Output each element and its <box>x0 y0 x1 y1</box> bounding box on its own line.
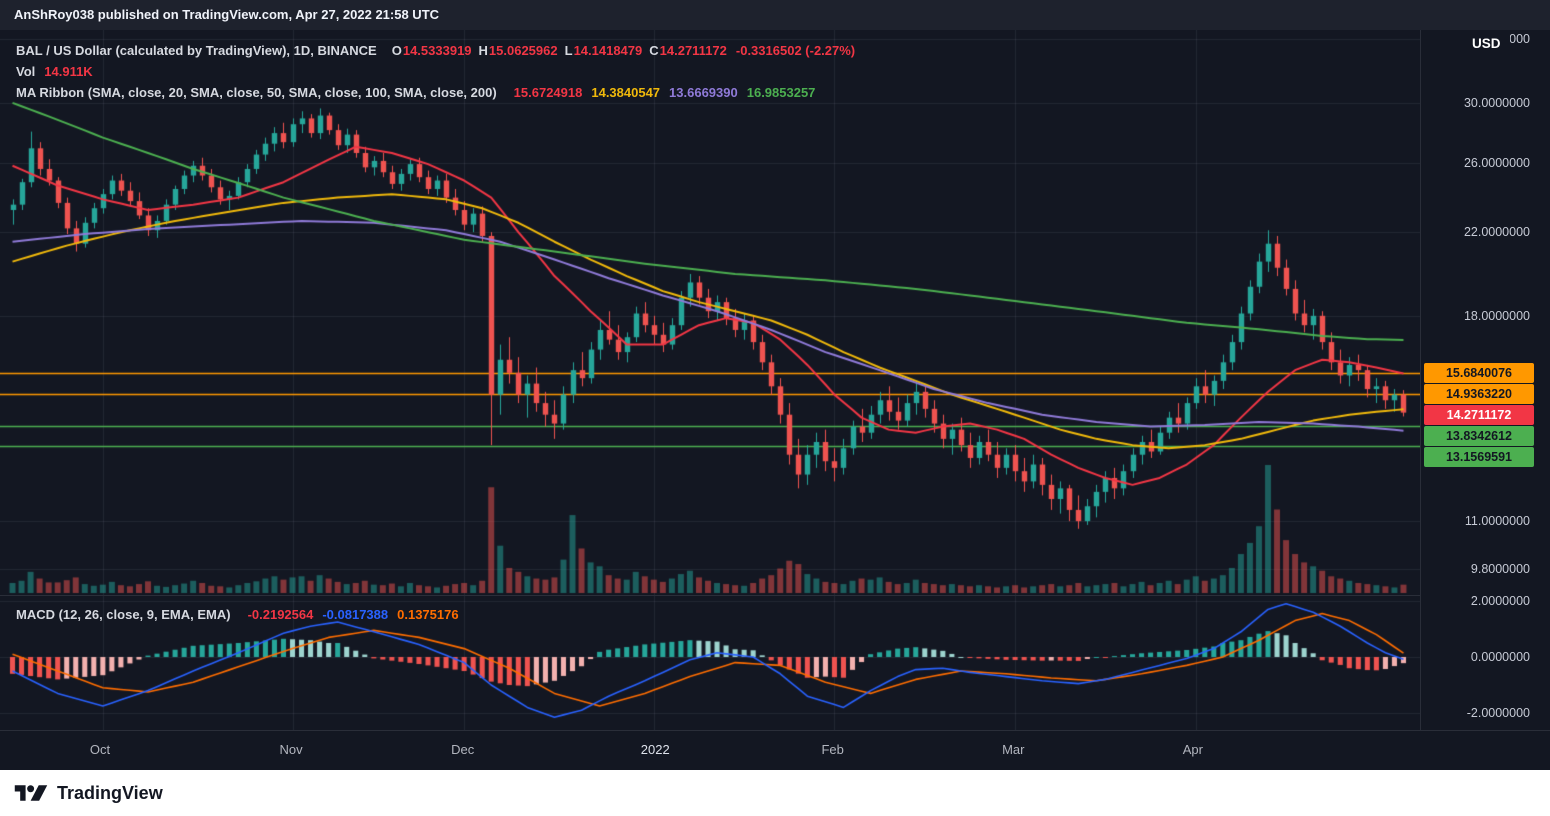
price-axis[interactable]: USD 35.000000030.000000026.000000022.000… <box>1420 30 1550 730</box>
macd-legend-row: MACD (12, 26, close, 9, EMA, EMA) -0.2192… <box>16 604 459 625</box>
tradingview-logo[interactable] <box>14 780 48 806</box>
price-chart-canvas[interactable] <box>0 30 1420 595</box>
main-legend: BAL / US Dollar (calculated by TradingVi… <box>16 40 855 103</box>
time-axis-label: Oct <box>89 742 111 757</box>
ma-ribbon-legend-row: MA Ribbon (SMA, close, 20, SMA, close, 5… <box>16 82 855 103</box>
price-level-chip: 15.6840076 <box>1424 363 1534 384</box>
volume-label[interactable]: Vol <box>16 64 36 79</box>
symbol-title[interactable]: BAL / US Dollar (calculated by TradingVi… <box>16 43 377 58</box>
ohlc-o-value: 14.5333919 <box>402 43 472 58</box>
ohlc-l-value: 14.1418479 <box>573 43 643 58</box>
price-axis-label: 11.0000000 <box>1464 514 1530 529</box>
macd-signal-value: 0.1375176 <box>397 607 459 622</box>
time-axis[interactable]: Oct Nov Dec 2022 Feb Mar Apr <box>0 730 1550 770</box>
price-axis-label: 26.0000000 <box>1463 155 1530 170</box>
ohlc-c-label: C <box>649 43 659 58</box>
ohlc-h-label: H <box>478 43 488 58</box>
time-axis-label: Mar <box>1002 742 1025 757</box>
price-level-chip: 13.1569591 <box>1424 447 1534 468</box>
ohlc-c-value: 14.2711172 <box>659 43 727 58</box>
publish-bar: AnShRoy038 published on TradingView.com,… <box>0 0 1550 30</box>
time-axis-label: Apr <box>1182 742 1203 757</box>
macd-hist-value: -0.2192564 <box>247 607 314 622</box>
macd-axis-label: 0.0000000 <box>1470 650 1530 664</box>
time-axis-label: Feb <box>821 742 844 757</box>
symbol-legend-row: BAL / US Dollar (calculated by TradingVi… <box>16 40 855 61</box>
volume-value: 14.911K <box>44 64 93 79</box>
pane-separator[interactable] <box>0 595 1420 596</box>
sma50-value: 14.3840547 <box>591 85 661 100</box>
price-level-chip: 14.2711172 <box>1424 405 1534 426</box>
time-axis-label: Dec <box>451 742 475 757</box>
price-level-chip: 13.8342612 <box>1424 426 1534 447</box>
sma200-value: 16.9853257 <box>746 85 816 100</box>
sma20-value: 15.6724918 <box>513 85 583 100</box>
footer: TradingView <box>0 770 1550 816</box>
price-level-chip: 14.9363220 <box>1424 384 1534 405</box>
sma100-value: 13.6669390 <box>669 85 738 100</box>
time-axis-label: Nov <box>279 742 303 757</box>
macd-axis-label: 2.0000000 <box>1470 594 1530 608</box>
chart-area[interactable]: BAL / US Dollar (calculated by TradingVi… <box>0 30 1550 770</box>
currency-label[interactable]: USD <box>1463 33 1510 54</box>
tradingview-wordmark[interactable]: TradingView <box>57 782 163 803</box>
macd-axis-label: -2.0000000 <box>1466 706 1530 720</box>
macd-line-value: -0.0817388 <box>322 607 389 622</box>
price-axis-label: 9.8000000 <box>1470 562 1530 577</box>
price-axis-label: 18.0000000 <box>1463 308 1530 323</box>
change-value: -0.3316502 (-2.27%) <box>735 43 856 58</box>
volume-legend-row: Vol 14.911K <box>16 61 855 82</box>
price-axis-label: 22.0000000 <box>1463 225 1530 240</box>
time-axis-label: 2022 <box>640 742 670 757</box>
price-axis-label: 30.0000000 <box>1463 95 1530 110</box>
ma-ribbon-title[interactable]: MA Ribbon (SMA, close, 20, SMA, close, 5… <box>16 85 497 100</box>
publish-text: AnShRoy038 published on TradingView.com,… <box>14 7 440 22</box>
ohlc-o-label: O <box>391 43 402 58</box>
macd-title[interactable]: MACD (12, 26, close, 9, EMA, EMA) <box>16 607 231 622</box>
macd-legend: MACD (12, 26, close, 9, EMA, EMA) -0.2192… <box>16 604 459 625</box>
ohlc-h-value: 15.0625962 <box>488 43 558 58</box>
macd-pane-canvas[interactable] <box>0 595 1420 730</box>
ohlc-l-label: L <box>564 43 573 58</box>
